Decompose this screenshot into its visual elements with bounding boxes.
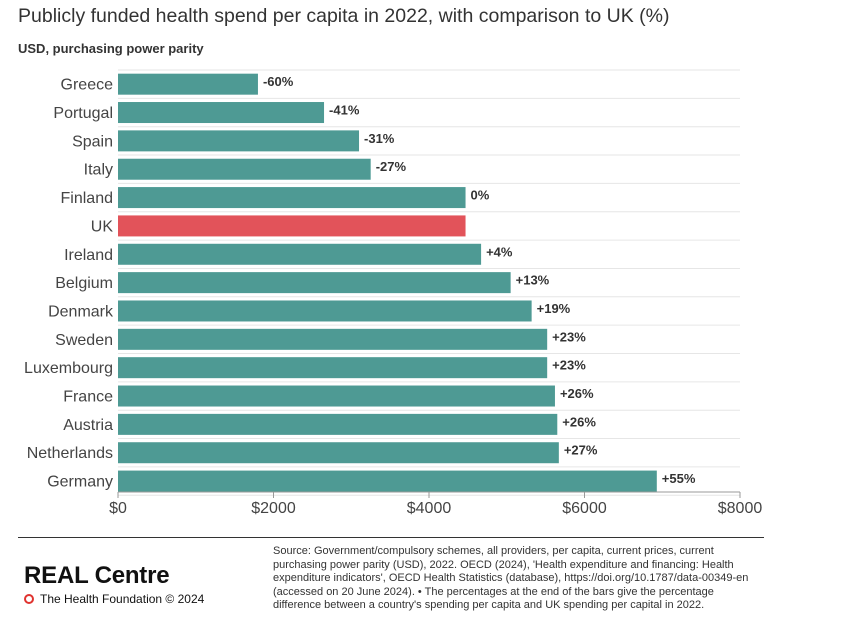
data-label: +19% xyxy=(537,301,571,316)
category-label: Greece xyxy=(61,77,114,94)
data-label: -27% xyxy=(376,159,407,174)
bar-portugal xyxy=(118,102,325,124)
category-label: Netherlands xyxy=(27,445,113,462)
data-label: 0% xyxy=(471,188,490,203)
category-label: Denmark xyxy=(48,303,114,320)
bar-ireland xyxy=(118,243,482,265)
bar-austria xyxy=(118,413,558,435)
brand-logo: REAL Centre xyxy=(24,562,170,589)
data-label: +23% xyxy=(552,358,586,373)
category-label: Finland xyxy=(61,190,113,207)
category-label: UK xyxy=(91,218,114,235)
category-label: Germany xyxy=(47,474,113,491)
category-label: Portugal xyxy=(53,105,113,122)
data-label: -31% xyxy=(364,131,395,146)
bar-belgium xyxy=(118,272,511,294)
bar-uk xyxy=(118,215,466,237)
category-label: Sweden xyxy=(55,332,113,349)
bar-sweden xyxy=(118,328,548,350)
x-tick-label: $2000 xyxy=(251,500,296,517)
data-label: +23% xyxy=(552,329,586,344)
bar-netherlands xyxy=(118,442,559,464)
category-label: Austria xyxy=(63,417,113,434)
bar-finland xyxy=(118,187,466,209)
category-label: France xyxy=(63,389,113,406)
footer-divider xyxy=(18,537,764,538)
category-label: Belgium xyxy=(55,275,113,292)
bar-spain xyxy=(118,130,360,152)
data-label: +13% xyxy=(516,273,550,288)
data-label: +4% xyxy=(486,244,513,259)
source-note: Source: Government/compulsory schemes, a… xyxy=(273,545,749,612)
org-credit: The Health Foundation © 2024 xyxy=(24,592,204,606)
data-label: -60% xyxy=(263,74,294,89)
x-tick-label: $0 xyxy=(109,500,127,517)
category-label: Italy xyxy=(84,162,113,179)
data-label: +27% xyxy=(564,443,598,458)
data-label: -41% xyxy=(329,103,360,118)
bar-luxembourg xyxy=(118,357,548,379)
category-label: Spain xyxy=(72,133,113,150)
bar-france xyxy=(118,385,555,407)
x-tick-label: $8000 xyxy=(718,500,763,517)
bar-germany xyxy=(118,470,657,492)
bar-italy xyxy=(118,158,371,180)
bar-denmark xyxy=(118,300,532,322)
category-label: Ireland xyxy=(64,247,113,264)
logo-circle-icon xyxy=(24,594,34,604)
chart-subtitle: USD, purchasing power parity xyxy=(18,41,204,56)
data-label: +55% xyxy=(662,471,696,486)
category-label: Luxembourg xyxy=(24,360,113,377)
data-label: +26% xyxy=(562,414,596,429)
x-tick-label: $4000 xyxy=(407,500,452,517)
bar-greece xyxy=(118,73,258,95)
x-tick-label: $6000 xyxy=(562,500,607,517)
data-label: +26% xyxy=(560,386,594,401)
bar-chart: Greece -60% Portugal -41% Spain -31% Italy -27%… xyxy=(24,69,763,517)
org-credit-text: The Health Foundation © 2024 xyxy=(40,592,205,606)
chart-title: Publicly funded health spend per capita … xyxy=(18,5,670,27)
